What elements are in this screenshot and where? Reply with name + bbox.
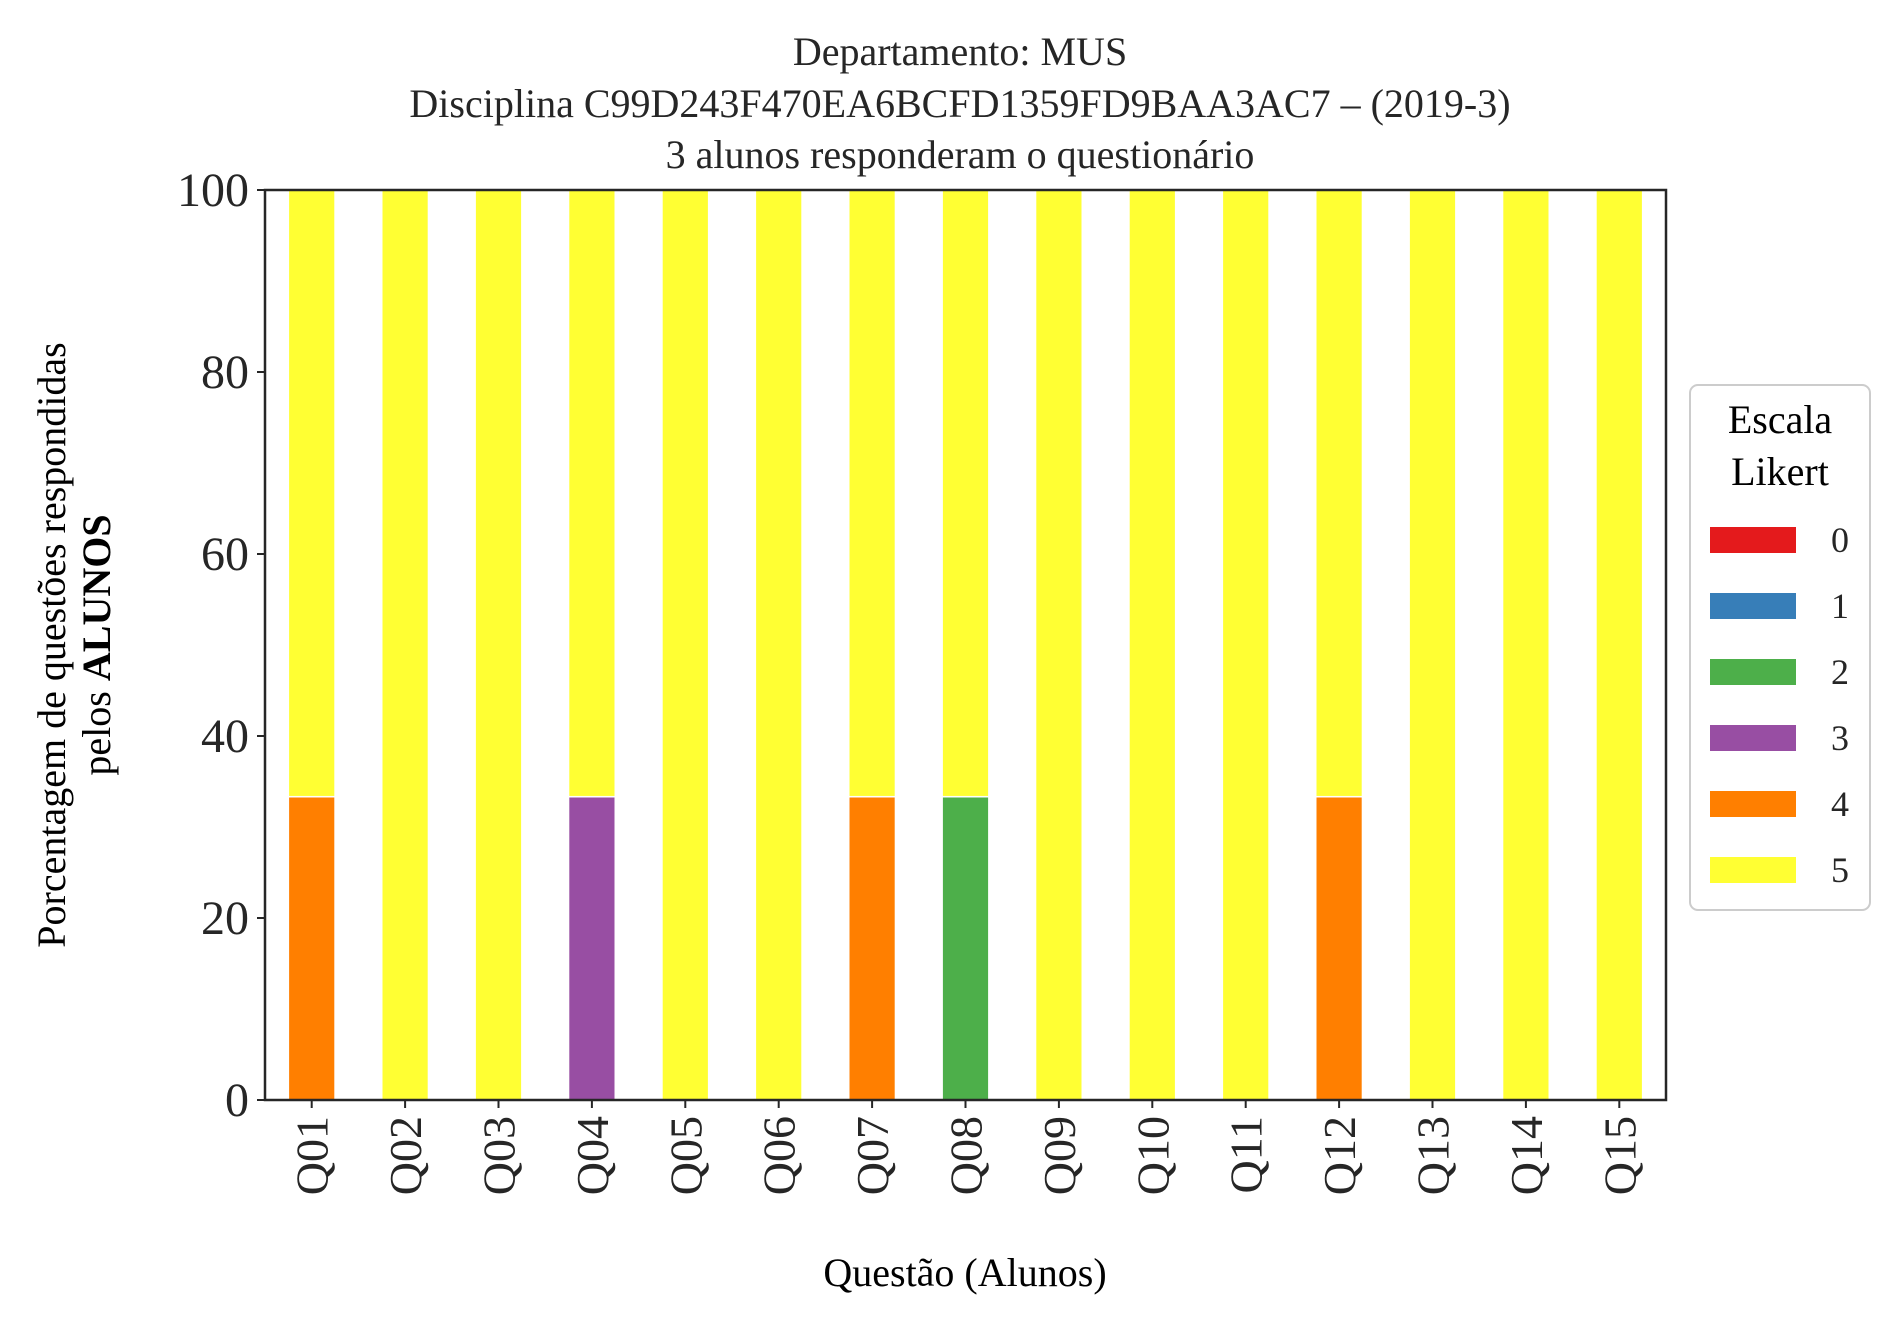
x-tick-label: Q05: [660, 1116, 711, 1195]
x-tick-label: Q14: [1501, 1116, 1552, 1195]
bar-Q12-likert-5: [1315, 189, 1364, 798]
bar-Q03-likert-5: [474, 189, 523, 1101]
x-tick-label: Q01: [287, 1116, 338, 1195]
y-tick-label: 100: [177, 164, 249, 217]
x-tick-label: Q12: [1314, 1116, 1365, 1195]
chart-title: Departamento: MUS Disciplina C99D243F470…: [409, 29, 1510, 177]
bar-Q11-likert-5: [1221, 189, 1270, 1101]
legend-label-2: 2: [1831, 652, 1849, 692]
bar-Q08-likert-5: [941, 189, 990, 798]
bar-Q15-likert-5: [1595, 189, 1644, 1101]
y-axis-label-line-2: pelos ALUNOS: [74, 514, 119, 775]
x-tick-label: Q06: [754, 1116, 805, 1195]
bar-Q09-likert-5: [1034, 189, 1084, 1101]
bar-Q07-likert-4: [848, 795, 897, 1101]
y-tick-label: 20: [201, 892, 249, 945]
bar-Q13-likert-5: [1408, 189, 1457, 1101]
y-axis: 0 20 40 60 80 100: [177, 164, 265, 1127]
legend-frame: [1689, 384, 1871, 911]
legend-swatch-2: [1710, 659, 1796, 685]
y-tick-label: 40: [201, 710, 249, 763]
x-tick-label: Q13: [1408, 1116, 1459, 1195]
legend-swatch-1: [1710, 593, 1796, 619]
x-tick-label: Q15: [1594, 1116, 1645, 1195]
bar-Q06-likert-5: [754, 189, 803, 1101]
x-tick-label: Q11: [1221, 1116, 1272, 1194]
legend-swatch-5: [1710, 857, 1796, 883]
y-tick-label: 80: [201, 346, 249, 399]
legend-label-0: 0: [1831, 520, 1849, 560]
legend-label-5: 5: [1831, 850, 1849, 890]
bar-Q01-likert-4: [287, 795, 336, 1101]
y-axis-label-prefix: pelos: [74, 681, 119, 775]
legend-swatch-3: [1710, 725, 1796, 751]
bars-layer: [287, 189, 1644, 1101]
x-tick-label: Q08: [941, 1116, 992, 1195]
bar-Q14-likert-5: [1501, 189, 1551, 1101]
y-axis-label-line-1: Porcentagem de questões respondidas: [29, 342, 74, 947]
legend-title-line-1: Escala: [1728, 397, 1833, 442]
legend-swatch-0: [1710, 527, 1796, 553]
legend-items: 0 1 2 3 4 5: [1710, 520, 1849, 890]
x-tick-label: Q03: [474, 1116, 525, 1195]
x-tick-label: Q04: [567, 1116, 618, 1195]
legend: Escala Likert 0 1 2 3 4 5: [1689, 384, 1871, 911]
y-axis-label: Porcentagem de questões respondidas pelo…: [29, 342, 119, 947]
bar-Q05-likert-5: [661, 189, 710, 1101]
chart-title-line-1: Departamento: MUS: [793, 29, 1127, 74]
x-tick-label: Q02: [380, 1116, 431, 1195]
bar-Q04-likert-5: [567, 189, 616, 798]
bar-Q12-likert-4: [1315, 795, 1364, 1101]
y-axis-label-bold: ALUNOS: [74, 514, 119, 681]
legend-label-4: 4: [1831, 784, 1849, 824]
bar-Q02-likert-5: [381, 189, 430, 1101]
chart-title-line-3: 3 alunos responderam o questionário: [666, 132, 1255, 177]
x-tick-label: Q10: [1127, 1116, 1178, 1195]
bar-Q07-likert-5: [848, 189, 897, 798]
x-axis-label: Questão (Alunos): [823, 1250, 1106, 1295]
bar-Q10-likert-5: [1128, 189, 1177, 1101]
legend-label-3: 3: [1831, 718, 1849, 758]
y-tick-label: 60: [201, 528, 249, 581]
legend-label-1: 1: [1831, 586, 1849, 626]
x-tick-label: Q09: [1034, 1116, 1085, 1195]
bar-Q04-likert-3: [567, 795, 616, 1101]
bar-Q01-likert-5: [287, 189, 336, 798]
x-tick-label: Q07: [847, 1116, 898, 1195]
plot-frame: [263, 188, 1668, 1102]
x-axis: Q01 Q02 Q03 Q04 Q05 Q06 Q07 Q08 Q09 Q10 Q11 Q12 Q13 Q…: [287, 1100, 1645, 1195]
bar-Q08-likert-2: [941, 795, 990, 1101]
chart-title-line-2: Disciplina C99D243F470EA6BCFD1359FD9BAA3…: [409, 81, 1510, 126]
legend-swatch-4: [1710, 791, 1796, 817]
y-tick-label: 0: [225, 1074, 249, 1127]
legend-title-line-2: Likert: [1731, 449, 1829, 494]
